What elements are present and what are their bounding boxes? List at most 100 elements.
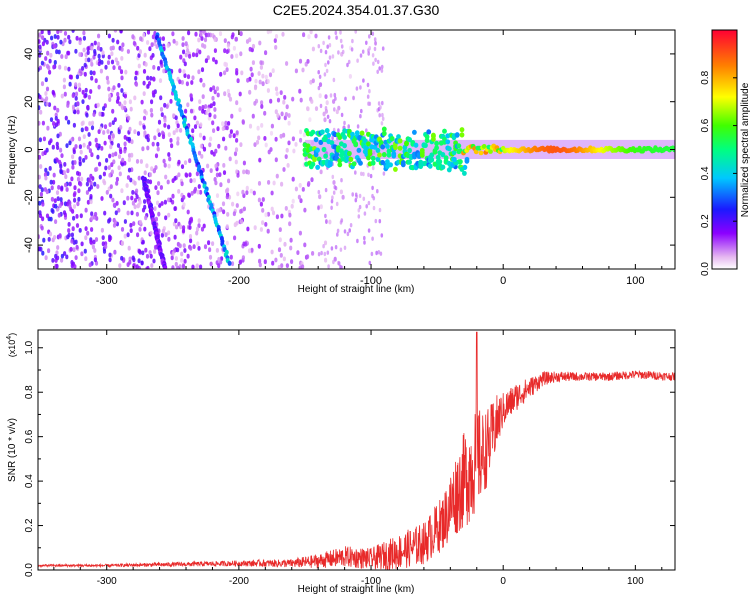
- noise-blob: [46, 125, 50, 131]
- noise-blob: [80, 251, 84, 257]
- carrier-cell: [459, 127, 465, 133]
- noise-blob: [58, 233, 62, 239]
- noise-blob: [156, 146, 160, 152]
- noise-blob: [55, 207, 60, 212]
- noise-blob: [261, 220, 265, 226]
- snr-ytick-label: 0.0: [24, 563, 35, 577]
- noise-blob: [251, 60, 255, 65]
- noise-blob: [367, 200, 371, 206]
- noise-blob: [90, 120, 95, 126]
- noise-blob: [327, 264, 330, 269]
- noise-blob: [337, 128, 340, 133]
- noise-blob: [55, 263, 59, 269]
- noise-blob: [143, 109, 147, 114]
- noise-blob: [167, 230, 171, 236]
- noise-blob: [97, 33, 101, 39]
- noise-blob: [39, 109, 43, 115]
- noise-blob: [247, 248, 252, 254]
- noise-blob: [143, 226, 147, 232]
- noise-blob: [326, 114, 330, 120]
- noise-blob: [135, 188, 139, 194]
- snr-ytick-label: 1.0: [24, 340, 35, 354]
- noise-blob: [160, 232, 164, 238]
- noise-blob: [196, 241, 200, 247]
- noise-blob: [86, 46, 90, 51]
- carrier-cell: [435, 154, 441, 160]
- noise-blob: [82, 134, 86, 140]
- noise-blob: [140, 260, 144, 266]
- noise-blob: [164, 232, 168, 238]
- noise-blob: [240, 70, 244, 76]
- noise-blob: [236, 173, 240, 178]
- noise-blob: [55, 141, 59, 147]
- noise-blob: [274, 34, 279, 39]
- noise-blob: [127, 157, 131, 163]
- carrier-cell: [326, 132, 332, 138]
- noise-blob: [371, 165, 375, 171]
- carrier-cell: [442, 128, 447, 134]
- noise-blob: [120, 240, 125, 246]
- noise-blob: [351, 38, 354, 44]
- noise-blob: [368, 34, 371, 39]
- noise-blob: [184, 52, 188, 58]
- noise-blob: [92, 239, 96, 245]
- noise-blob: [114, 210, 118, 216]
- noise-blob: [109, 193, 113, 199]
- noise-blob: [294, 68, 298, 74]
- noise-blob: [179, 224, 183, 230]
- noise-blob: [170, 143, 174, 149]
- noise-blob: [117, 83, 121, 88]
- noise-blob: [292, 148, 296, 154]
- noise-blob: [126, 195, 130, 201]
- carrier-cell: [426, 129, 432, 135]
- noise-blob: [50, 208, 54, 213]
- carrier-cell: [458, 159, 463, 165]
- carrier-cell: [351, 161, 357, 167]
- noise-blob: [167, 212, 171, 218]
- noise-blob: [68, 81, 72, 87]
- noise-blob: [60, 54, 64, 59]
- noise-blob: [357, 208, 361, 213]
- noise-blob: [314, 106, 319, 111]
- noise-blob: [91, 244, 95, 250]
- noise-blob: [45, 213, 50, 219]
- noise-blob: [248, 46, 252, 52]
- noise-blob: [335, 201, 339, 207]
- carrier-cell: [434, 140, 439, 146]
- noise-blob: [209, 261, 213, 267]
- spec-ytick-label: 20: [23, 96, 35, 108]
- noise-blob: [324, 50, 328, 55]
- noise-blob: [51, 144, 55, 150]
- colorbar-tick-label: 0.4: [700, 166, 711, 180]
- noise-blob: [259, 227, 263, 232]
- carrier-cell: [404, 140, 409, 146]
- snr-panel: -300 -200 -100 0 100 0.0 0.2 0.4 0.6 0.8 1.0 Heigh…: [6, 329, 676, 595]
- noise-blob: [298, 183, 302, 188]
- noise-blob: [85, 126, 89, 132]
- noise-blob: [324, 213, 327, 219]
- noise-blob: [90, 152, 94, 158]
- noise-blob: [176, 247, 180, 253]
- noise-blob: [239, 142, 243, 148]
- carrier-cell: [312, 156, 317, 163]
- noise-blob: [318, 74, 322, 80]
- carrier-cell: [424, 137, 430, 144]
- noise-blob: [222, 136, 226, 142]
- noise-blob: [331, 195, 334, 200]
- noise-blob: [104, 165, 108, 171]
- noise-blob: [59, 197, 63, 202]
- noise-blob: [108, 257, 112, 263]
- noise-blob: [212, 85, 216, 91]
- noise-blob: [52, 43, 56, 49]
- noise-blob: [191, 75, 195, 81]
- noise-blob: [191, 264, 195, 269]
- noise-blob: [207, 240, 211, 246]
- noise-blob: [53, 105, 57, 111]
- noise-blob: [328, 219, 332, 225]
- noise-blob: [263, 259, 267, 265]
- noise-blob: [231, 201, 235, 207]
- noise-blob: [263, 110, 267, 116]
- noise-blob: [47, 102, 52, 107]
- spec-xtick-label: -300: [96, 275, 118, 287]
- noise-blob: [178, 79, 182, 85]
